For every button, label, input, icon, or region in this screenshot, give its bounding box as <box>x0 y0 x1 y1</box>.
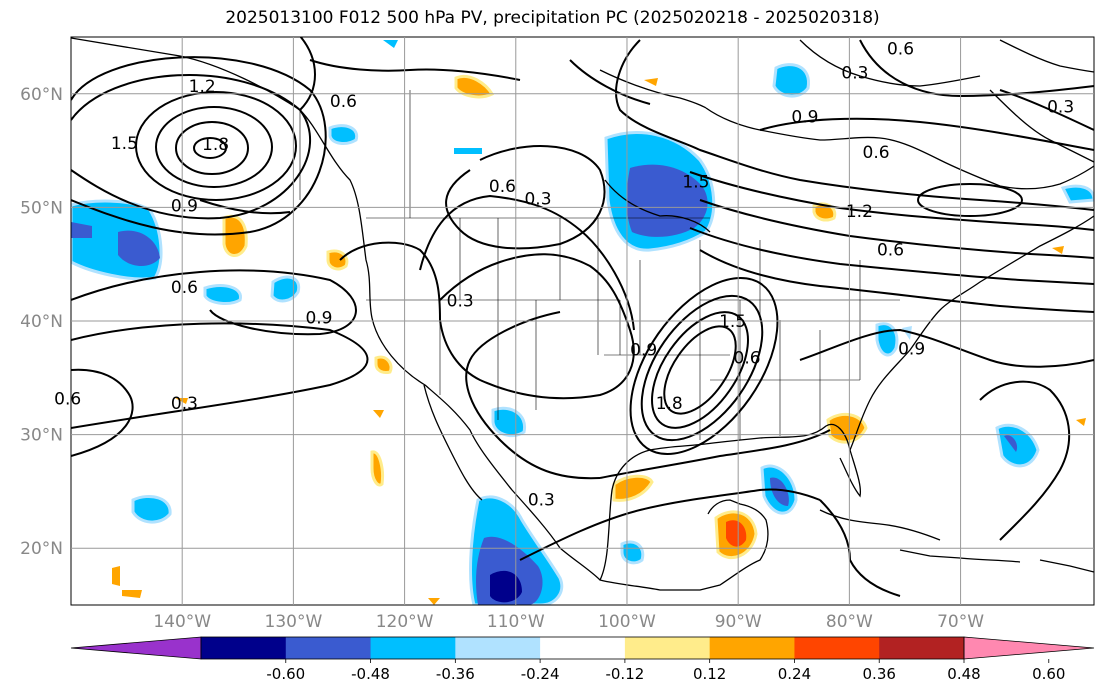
colorbar-tick-label: -0.24 <box>521 665 560 683</box>
colorbar-segment <box>794 637 880 659</box>
lon-tick-label: 120°W <box>376 612 434 632</box>
graticule <box>71 37 1094 605</box>
colorbar-tick-label: 0.12 <box>693 665 726 683</box>
colorbar-tick-label: 0.48 <box>947 665 980 683</box>
axis-tick-labels: 60°N 50°N 40°N 30°N 20°N 140°W 130°W 120°W 110°W… <box>20 85 984 632</box>
contour-label: 0.3 <box>524 189 551 209</box>
contour-label: 1.8 <box>202 135 229 155</box>
contour-label: 1.2 <box>846 202 873 222</box>
contour-labels: 1.20.61.5 1.80.9 0.30.60.60.90.30.6 0.30.30… <box>54 39 1074 510</box>
lon-tick-label: 80°W <box>826 612 873 632</box>
colorbar-segment <box>709 637 795 659</box>
colorbar-segment <box>879 637 965 659</box>
colorbar-max-extension <box>963 636 1095 660</box>
contour-label: 0.9 <box>171 196 198 216</box>
contour-label: 1.2 <box>189 77 216 97</box>
contour-label: 0.9 <box>898 339 925 359</box>
contour-label: 0.6 <box>171 278 198 298</box>
colorbar-tick-label: 0.60 <box>1032 665 1065 683</box>
contour-label: 1.5 <box>682 172 709 192</box>
lat-tick-label: 40°N <box>20 312 63 332</box>
lat-tick-label: 30°N <box>20 426 63 446</box>
precipitation-shading <box>71 40 1094 605</box>
contour-label: 0.6 <box>887 39 914 59</box>
colorbar-segment <box>455 637 541 659</box>
contour-label: 0.3 <box>528 490 555 510</box>
colorbar-min-extension <box>70 636 202 660</box>
lon-tick-label: 70°W <box>937 612 984 632</box>
contour-label: 1.5 <box>719 312 746 332</box>
lon-tick-label: 90°W <box>715 612 762 632</box>
colorbar-segment <box>370 637 456 659</box>
contour-label: 0.3 <box>841 63 868 83</box>
coastlines <box>71 37 1094 591</box>
colorbar-tick-label: 0.36 <box>863 665 896 683</box>
lon-tick-label: 110°W <box>487 612 545 632</box>
contour-label: 0.6 <box>54 389 81 409</box>
contour-label: 0.6 <box>734 348 761 368</box>
lat-tick-label: 60°N <box>20 85 63 105</box>
colorbar-tick-label: -0.48 <box>351 665 390 683</box>
contour-label: 0.9 <box>791 108 818 128</box>
lon-tick-label: 100°W <box>598 612 656 632</box>
contour-label: 0.6 <box>863 143 890 163</box>
colorbar-tick-label: -0.36 <box>436 665 475 683</box>
colorbar: -0.60 -0.48 -0.36 -0.24 -0.12 0.12 0.24 0.36 0.4… <box>70 636 1095 683</box>
colorbar-tick-label: 0.24 <box>778 665 811 683</box>
lat-tick-label: 50°N <box>20 198 63 218</box>
contour-label: 0.3 <box>171 394 198 414</box>
colorbar-segment <box>540 637 626 659</box>
lon-tick-label: 130°W <box>265 612 323 632</box>
contour-label: 0.9 <box>305 309 332 329</box>
lon-tick-label: 140°W <box>153 612 211 632</box>
colorbar-segment <box>624 637 711 659</box>
contour-label: 0.6 <box>877 241 904 261</box>
contour-label: 0.9 <box>630 341 657 361</box>
contour-label: 0.6 <box>489 177 516 197</box>
state-borders <box>299 90 900 440</box>
colorbar-tick-label: -0.12 <box>605 665 644 683</box>
figure-title: 2025013100 F012 500 hPa PV, precipitatio… <box>225 8 880 28</box>
colorbar-segment <box>285 637 372 659</box>
contour-label: 1.8 <box>656 394 683 414</box>
contour-label: 1.5 <box>111 134 138 154</box>
contour-label: 0.6 <box>330 92 357 112</box>
contour-label: 0.3 <box>1047 97 1074 117</box>
contour-label: 0.3 <box>447 292 474 312</box>
colorbar-segment <box>201 637 287 659</box>
colorbar-tick-label: -0.60 <box>266 665 305 683</box>
colorbar-outline <box>200 636 965 660</box>
pv-contours <box>71 37 1094 597</box>
lat-tick-label: 20°N <box>20 539 63 559</box>
